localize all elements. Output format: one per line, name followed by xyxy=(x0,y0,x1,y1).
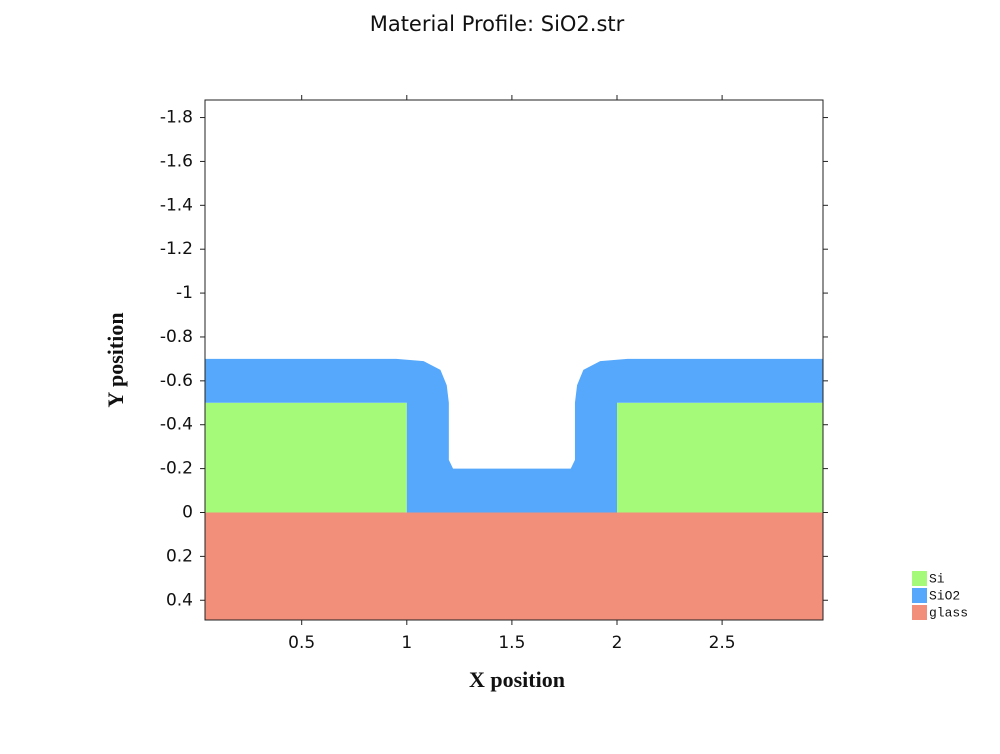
x-tick-label: 2 xyxy=(612,633,623,653)
y-tick-label: -0.2 xyxy=(160,459,193,479)
x-tick-label: 2.5 xyxy=(709,633,736,653)
legend-swatch xyxy=(912,588,927,603)
plot-frame xyxy=(204,99,824,621)
x-tick-label: 1 xyxy=(401,633,412,653)
legend-label: SiO2 xyxy=(929,588,960,603)
y-tick-label: -1 xyxy=(176,283,193,303)
y-tick-label: -1.8 xyxy=(160,108,193,128)
y-tick-label: -0.8 xyxy=(160,327,193,347)
legend-swatch xyxy=(912,571,927,586)
x-tick-label: 1.5 xyxy=(498,633,525,653)
x-tick-label: 0.5 xyxy=(288,633,315,653)
material-region xyxy=(205,512,823,620)
legend-swatch xyxy=(912,605,927,620)
y-tick-label: 0.4 xyxy=(166,590,193,610)
material-region xyxy=(617,402,823,513)
y-tick-label: -1.6 xyxy=(160,151,193,171)
legend-label: glass xyxy=(929,605,968,620)
y-tick-label: -1.2 xyxy=(160,239,193,259)
material-region xyxy=(205,402,407,513)
y-tick-label: -0.6 xyxy=(160,371,193,391)
y-tick-label: -1.4 xyxy=(160,195,193,215)
y-tick-label: -0.4 xyxy=(160,415,193,435)
legend-label: Si xyxy=(929,571,945,586)
chart-title: Material Profile: SiO2.str xyxy=(370,12,625,36)
y-tick-label: 0 xyxy=(182,502,193,522)
material-region xyxy=(205,358,823,513)
y-axis-label: Y position xyxy=(103,312,128,407)
y-tick-label: 0.2 xyxy=(166,546,193,566)
x-axis-label: X position xyxy=(469,667,565,692)
